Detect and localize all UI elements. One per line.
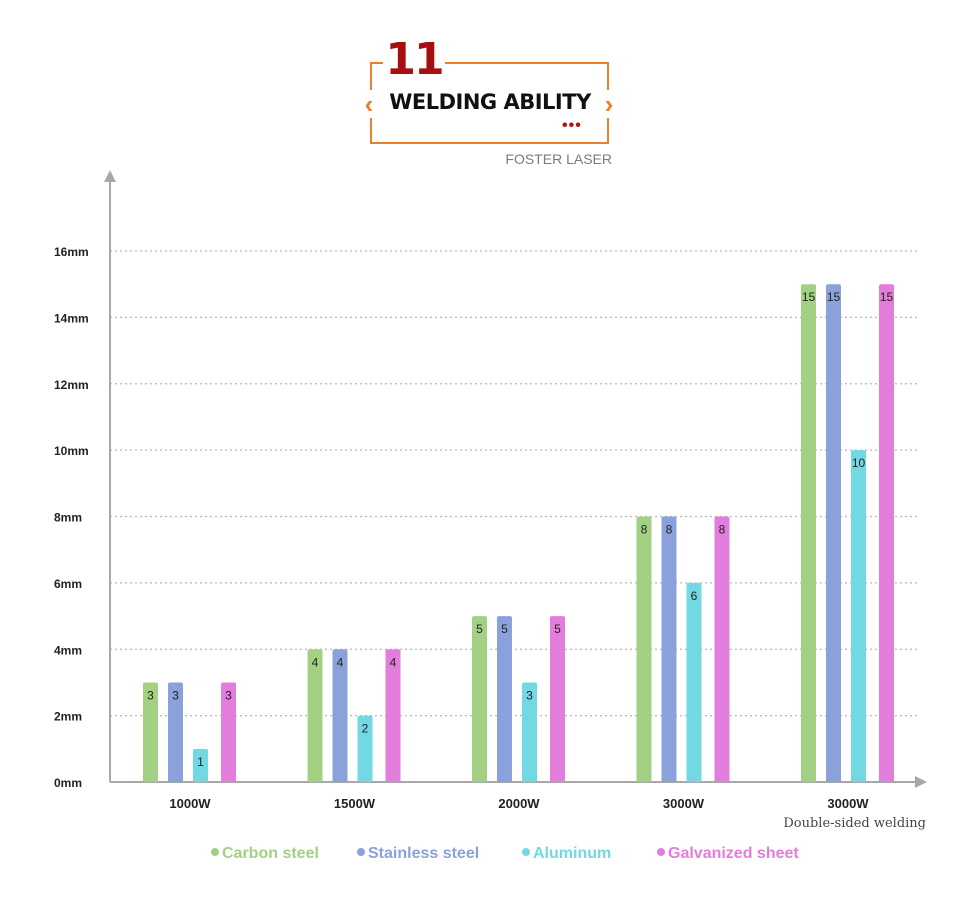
legend-item: Stainless steel: [357, 845, 479, 863]
bar: [522, 682, 537, 782]
bar-value-label: 15: [802, 290, 816, 304]
axes: [104, 170, 927, 788]
bar-value-label: 6: [691, 589, 698, 603]
legend-item: Galvanized sheet: [657, 845, 799, 863]
x-tick-label: 1500W: [334, 796, 376, 811]
legend-item: Carbon steel: [211, 845, 319, 863]
bar-value-label: 4: [390, 655, 397, 669]
y-tick-label: 0mm: [54, 776, 82, 790]
bar: [661, 516, 677, 782]
y-tick-label: 16mm: [54, 245, 89, 259]
bar: [801, 284, 816, 782]
legend-label: Galvanized sheet: [668, 845, 799, 862]
legend-dot-icon: [357, 848, 365, 856]
bar: [332, 649, 348, 782]
page-title: WELDING ABILITY: [389, 90, 591, 114]
x-tick-label: 2000W: [498, 796, 540, 811]
bar-value-label: 3: [147, 688, 154, 702]
bars: 3 3 1 3 4 4 2 4 5 5 3 5 8 8 6 8 15 15 10 15: [143, 284, 894, 782]
brand-subtitle: FOSTER LASER: [505, 151, 612, 167]
bar: [193, 748, 208, 782]
bar-value-label: 15: [880, 290, 894, 304]
bar-value-label: 10: [852, 456, 866, 470]
bar: [357, 715, 373, 782]
bar: [714, 516, 730, 782]
y-tick-label: 6mm: [54, 577, 82, 591]
bar-value-label: 5: [476, 622, 483, 636]
bar-value-label: 3: [172, 688, 179, 702]
x-tick-labels: 1000W 1500W 2000W 3000W 3000W Double-sided we…: [169, 796, 926, 831]
x-tick-note: Double-sided welding: [783, 816, 926, 831]
y-tick-labels: 0mm 2mm 4mm 6mm 8mm 10mm 12mm 14mm 16mm: [54, 245, 89, 790]
x-tick-label: 1000W: [169, 796, 211, 811]
x-axis-arrow-icon: [915, 776, 927, 788]
bar-value-label: 1: [197, 755, 204, 769]
y-tick-label: 10mm: [54, 444, 89, 458]
bar-value-label: 3: [526, 688, 533, 702]
bar: [472, 616, 487, 782]
x-tick-label: 3000W: [827, 796, 869, 811]
bar: [497, 616, 512, 782]
chevron-right-icon: ›: [602, 90, 616, 118]
bar: [221, 682, 236, 782]
y-tick-label: 4mm: [54, 643, 82, 657]
bar-value-label: 5: [554, 622, 561, 636]
bar: [550, 616, 565, 782]
y-tick-label: 2mm: [54, 710, 82, 724]
bar: [307, 649, 323, 782]
bar: [686, 582, 702, 782]
y-tick-label: 8mm: [54, 511, 82, 525]
y-axis-arrow-icon: [104, 170, 116, 182]
legend-dot-icon: [522, 848, 530, 856]
dots-icon: •••: [562, 117, 582, 134]
bar: [826, 284, 841, 782]
bar-value-label: 5: [501, 622, 508, 636]
bar-value-label: 8: [641, 523, 648, 537]
y-tick-label: 12mm: [54, 378, 89, 392]
bar: [851, 450, 866, 782]
bar-value-label: 2: [362, 722, 369, 736]
legend-label: Aluminum: [533, 845, 612, 862]
bar: [385, 649, 401, 782]
bar-value-label: 8: [719, 523, 726, 537]
bar-value-label: 3: [225, 688, 232, 702]
legend-label: Stainless steel: [368, 845, 480, 862]
x-tick-label: 3000W: [663, 796, 705, 811]
legend-dot-icon: [657, 848, 665, 856]
bar: [879, 284, 894, 782]
legend-dot-icon: [211, 848, 219, 856]
bar-value-label: 4: [312, 655, 319, 669]
y-tick-label: 14mm: [54, 311, 89, 325]
bar-value-label: 15: [827, 290, 841, 304]
bar: [143, 682, 158, 782]
legend-item: Aluminum: [522, 845, 611, 863]
legend-label: Carbon steel: [222, 845, 319, 862]
bar: [636, 516, 652, 782]
legend: Carbon steel Stainless steel Aluminum Galva…: [0, 845, 980, 869]
grid-lines: [110, 250, 920, 717]
section-number: 11: [383, 38, 445, 82]
bar-value-label: 4: [337, 655, 344, 669]
bar-value-label: 8: [666, 523, 673, 537]
bar: [168, 682, 183, 782]
chevron-left-icon: ‹: [362, 90, 376, 118]
